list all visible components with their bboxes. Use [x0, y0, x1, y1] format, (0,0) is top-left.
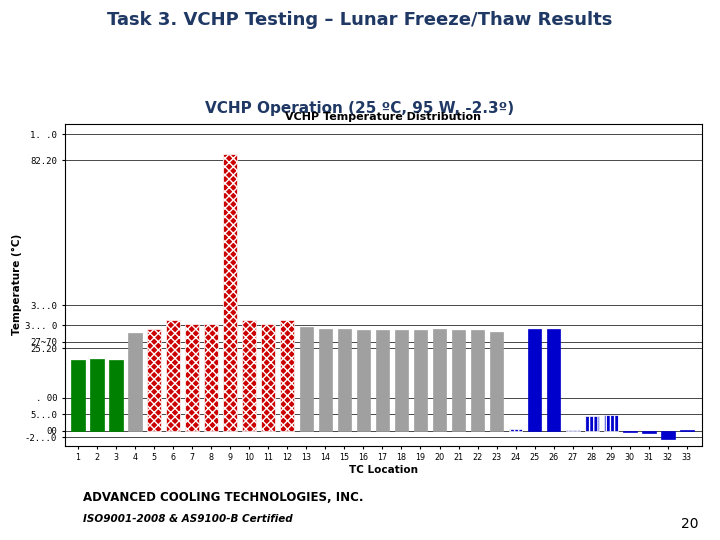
Bar: [585, 416, 598, 431]
Bar: [509, 429, 523, 431]
Bar: [356, 330, 370, 431]
Bar: [128, 334, 142, 431]
Bar: [318, 328, 332, 431]
Bar: [490, 332, 503, 431]
Y-axis label: Temperature (°C): Temperature (°C): [12, 234, 22, 335]
Bar: [90, 359, 104, 431]
Text: ADVANCED COOLING TECHNOLOGIES, INC.: ADVANCED COOLING TECHNOLOGIES, INC.: [83, 491, 364, 504]
Text: Task 3. VCHP Testing – Lunar Freeze/Thaw Results: Task 3. VCHP Testing – Lunar Freeze/Thaw…: [107, 11, 613, 29]
Title: VCHP Temperature Distribution: VCHP Temperature Distribution: [285, 112, 482, 122]
Bar: [243, 320, 256, 431]
Bar: [661, 431, 675, 439]
Bar: [395, 330, 408, 431]
Bar: [204, 323, 218, 431]
Bar: [642, 431, 656, 433]
Bar: [376, 330, 390, 431]
Text: VCHP Operation (25 ºC, 95 W, -2.3º): VCHP Operation (25 ºC, 95 W, -2.3º): [205, 101, 515, 116]
Bar: [623, 431, 636, 433]
Bar: [338, 328, 351, 431]
Bar: [451, 330, 465, 431]
Text: N T: N T: [18, 491, 36, 502]
Bar: [261, 323, 275, 431]
Bar: [546, 328, 560, 431]
Bar: [281, 320, 294, 431]
Bar: [566, 430, 580, 431]
Bar: [604, 415, 618, 431]
Bar: [414, 330, 428, 431]
Bar: [528, 328, 541, 431]
Bar: [185, 323, 199, 431]
Bar: [300, 327, 313, 431]
Bar: [433, 328, 446, 431]
Bar: [223, 154, 237, 431]
Bar: [148, 328, 161, 431]
Text: ISO9001-2008 & AS9100-B Certified: ISO9001-2008 & AS9100-B Certified: [83, 514, 292, 524]
Bar: [680, 430, 693, 431]
Bar: [166, 320, 180, 431]
Bar: [109, 360, 123, 431]
Bar: [471, 330, 485, 431]
Text: 20: 20: [681, 517, 698, 531]
X-axis label: TC Location: TC Location: [349, 465, 418, 475]
Bar: [71, 360, 85, 431]
